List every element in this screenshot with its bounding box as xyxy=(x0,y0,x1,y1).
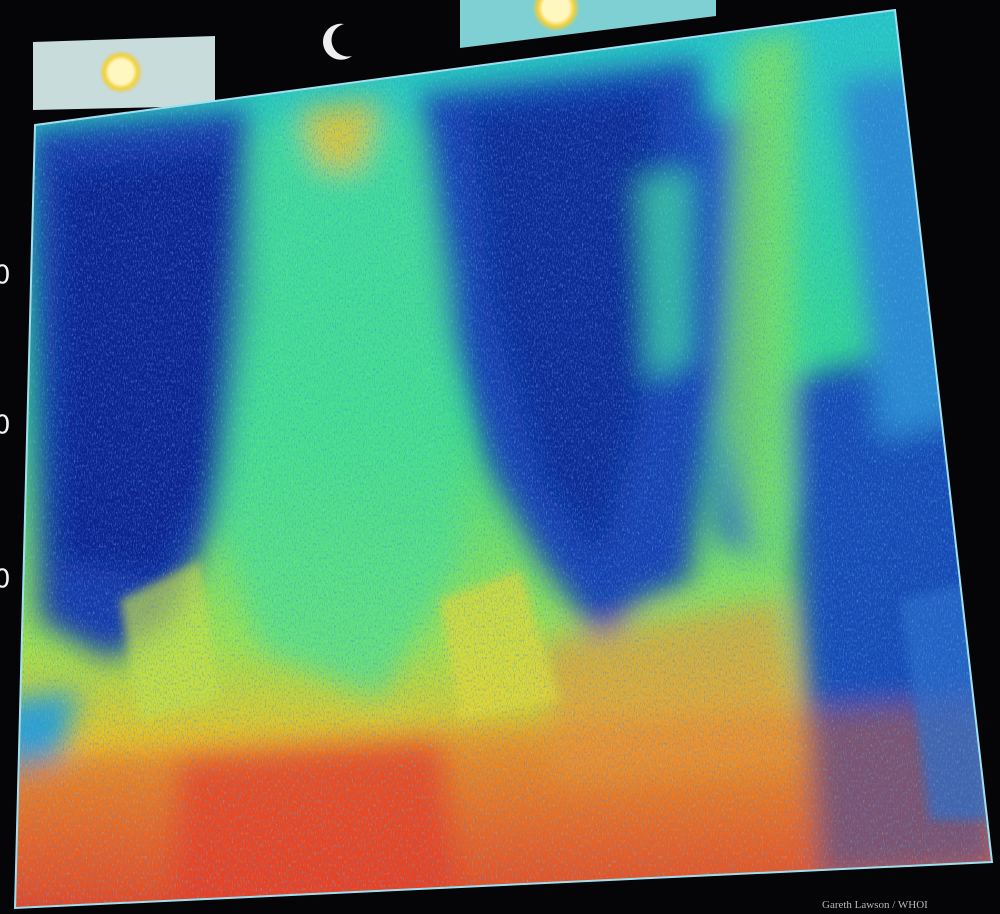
sun-icon xyxy=(532,0,580,32)
credit: Gareth Lawson / WHOI xyxy=(822,899,928,911)
panel-frame xyxy=(13,8,994,910)
axis-label: 0 xyxy=(0,261,11,291)
sun-icon xyxy=(99,50,143,94)
day-bar xyxy=(460,0,716,48)
axis-label: 0 xyxy=(0,565,11,595)
axis-label: 0 xyxy=(0,411,11,441)
moon-icon xyxy=(323,23,352,60)
